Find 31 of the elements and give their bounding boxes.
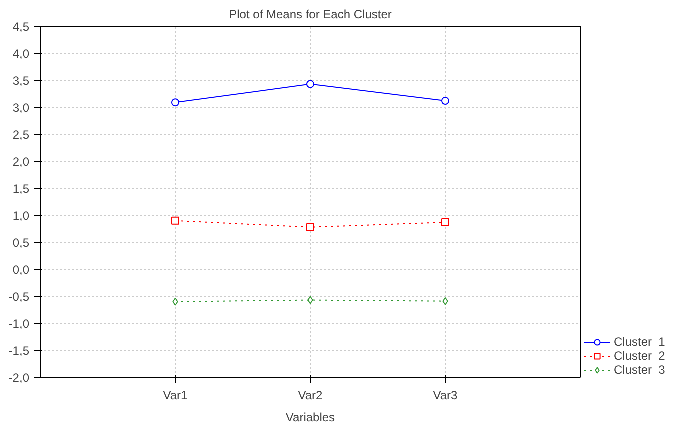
legend-label: Cluster 3	[614, 363, 666, 377]
legend-label: Cluster 1	[614, 335, 666, 349]
y-tick-label: 4,0	[12, 47, 30, 61]
point	[172, 298, 178, 306]
y-tick-label: 4,5	[12, 20, 30, 34]
point	[172, 98, 180, 107]
x-tick-label: Var1	[163, 388, 188, 402]
y-tick-label: 3,0	[12, 101, 30, 115]
y-tick-label: 2,0	[12, 155, 30, 169]
x-tick-label: Var2	[298, 388, 324, 402]
y-tick-label: -1,5	[8, 344, 30, 358]
y-tick-label: 1,0	[12, 209, 30, 223]
x-axis-title: Variables	[286, 410, 336, 424]
chart-title: Plot of Means for Each Cluster	[229, 8, 392, 22]
y-tick-label: -1,0	[8, 317, 30, 331]
y-tick-label: 0,0	[12, 263, 30, 277]
y-tick-label: 0,5	[12, 236, 30, 250]
y-tick-label: -2,0	[8, 371, 30, 385]
point	[306, 80, 314, 88]
y-tick-label: 1,5	[12, 182, 30, 196]
point	[308, 296, 314, 304]
point	[442, 297, 448, 306]
y-tick-label: -0,5	[8, 290, 30, 304]
point	[172, 216, 180, 225]
point	[442, 97, 450, 106]
legend-label: Cluster 2	[614, 349, 666, 363]
point	[306, 223, 314, 232]
y-tick-label: 2,5	[12, 128, 30, 142]
x-tick-label: Var3	[433, 388, 458, 402]
y-tick-label: 3,5	[12, 74, 30, 88]
point	[442, 218, 450, 227]
